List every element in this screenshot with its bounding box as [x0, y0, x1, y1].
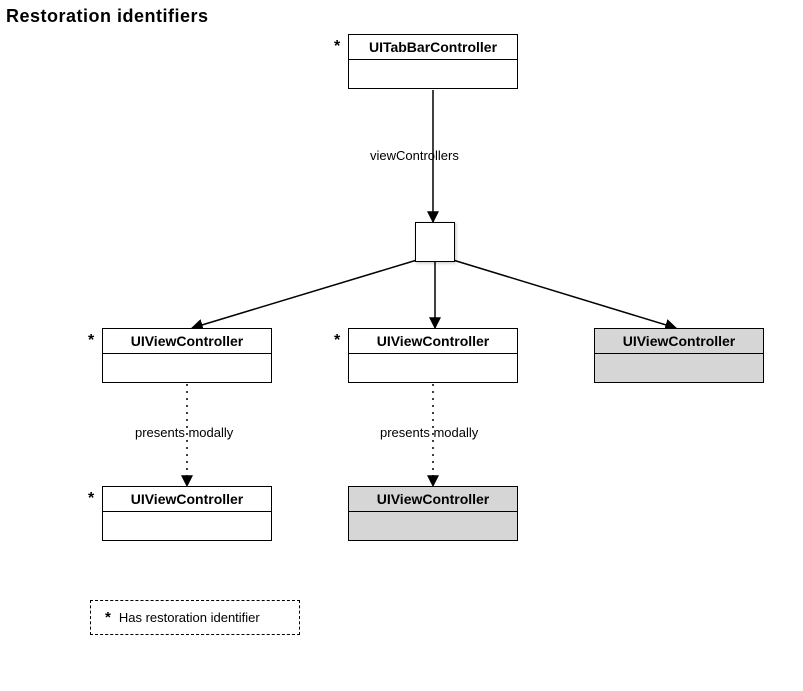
node-uitabbarcontroller: UITabBarController — [348, 34, 518, 89]
star-marker: * — [88, 332, 94, 350]
star-marker: * — [88, 490, 94, 508]
legend-marker: * — [105, 609, 111, 626]
diagram-canvas: Restoration identifiers * UITabBarContro… — [0, 0, 803, 691]
star-marker: * — [334, 332, 340, 350]
junction-node — [415, 222, 455, 262]
node-body — [349, 60, 517, 88]
node-uiviewcontroller: UIViewController — [102, 486, 272, 541]
node-label: UIViewController — [349, 329, 517, 354]
node-label: UIViewController — [103, 329, 271, 354]
node-label: UIViewController — [103, 487, 271, 512]
edge-label-presents-modally: presents modally — [135, 425, 233, 440]
node-body — [349, 512, 517, 540]
node-body — [349, 354, 517, 382]
node-label: UITabBarController — [349, 35, 517, 60]
node-body — [595, 354, 763, 382]
node-uiviewcontroller-shaded: UIViewController — [348, 486, 518, 541]
star-marker: * — [334, 38, 340, 56]
page-title: Restoration identifiers — [6, 6, 209, 27]
node-label: UIViewController — [349, 487, 517, 512]
legend-text: Has restoration identifier — [119, 610, 260, 625]
edge-label-presents-modally: presents modally — [380, 425, 478, 440]
node-uiviewcontroller: UIViewController — [348, 328, 518, 383]
edge-label-viewcontrollers: viewControllers — [370, 148, 459, 163]
node-uiviewcontroller: UIViewController — [102, 328, 272, 383]
node-body — [103, 512, 271, 540]
legend-box: * Has restoration identifier — [90, 600, 300, 635]
node-label: UIViewController — [595, 329, 763, 354]
node-uiviewcontroller-shaded: UIViewController — [594, 328, 764, 383]
node-body — [103, 354, 271, 382]
